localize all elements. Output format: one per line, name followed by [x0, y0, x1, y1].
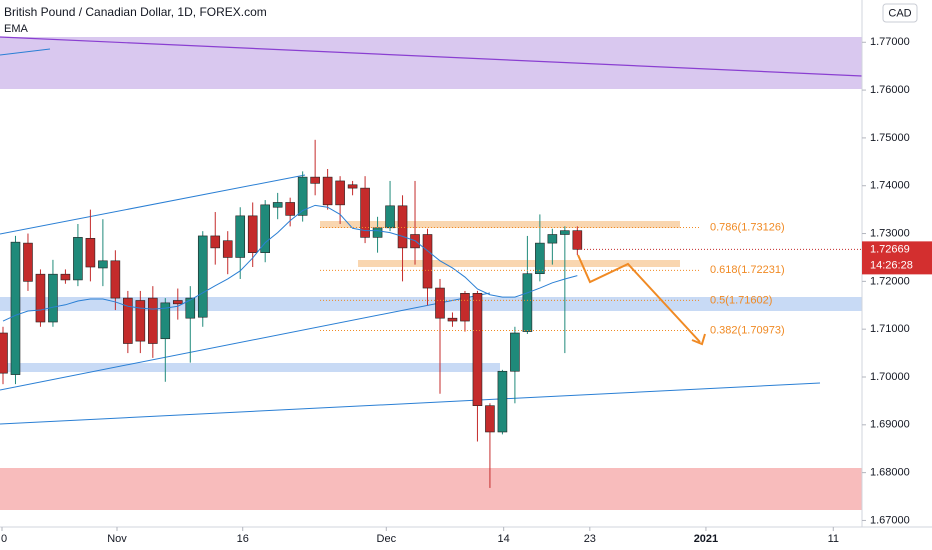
candle-body	[10, 241, 21, 375]
demand-zone	[0, 468, 862, 510]
candle-body	[485, 405, 495, 433]
candle-body	[98, 260, 108, 269]
y-tick-label: 1.77000	[870, 36, 910, 48]
candle-body	[560, 230, 570, 235]
candle-body	[547, 234, 558, 244]
candle-body	[247, 215, 258, 253]
y-tick-label: 1.70000	[870, 371, 910, 383]
candle-body	[535, 242, 545, 275]
y-tick-label: 1.67000	[870, 514, 910, 526]
candle-body	[310, 176, 320, 184]
candle-body	[335, 180, 345, 206]
arrow-head	[691, 333, 706, 346]
candle-body	[460, 293, 470, 322]
fib-label: 0.618(1.72231)	[710, 264, 785, 276]
candle-body	[123, 297, 133, 344]
candle-body	[148, 297, 158, 344]
x-tick-label: 16	[237, 533, 249, 545]
candle-body	[510, 332, 520, 372]
x-tick-label: 14	[498, 533, 510, 545]
projection-arrow	[577, 254, 701, 343]
candle-body	[210, 235, 221, 249]
candle-body	[372, 227, 383, 238]
fib-band	[358, 260, 680, 267]
y-tick-label: 1.76000	[870, 84, 910, 96]
candle-body	[23, 242, 33, 282]
y-tick-label: 1.73000	[870, 227, 910, 239]
y-tick-label: 1.74000	[870, 180, 910, 192]
candle-body	[297, 176, 308, 216]
trend-line	[0, 382, 821, 425]
candle-body	[85, 238, 96, 268]
fib-label: 0.786(1.73126)	[710, 221, 785, 233]
candle-body	[497, 370, 508, 433]
candle-body	[197, 235, 208, 318]
price-axis	[862, 0, 932, 550]
candle-body	[235, 215, 246, 258]
candle-body	[347, 184, 358, 189]
x-tick-label: 11	[828, 533, 839, 545]
candle-body	[285, 202, 295, 216]
candle-body	[360, 187, 370, 238]
candle-body	[60, 273, 71, 281]
x-tick-label: 23	[584, 533, 596, 545]
y-tick-label: 1.69000	[870, 419, 910, 431]
candle-body	[472, 293, 483, 406]
y-tick-label: 1.72000	[870, 275, 910, 287]
y-tick-label: 1.71000	[870, 323, 910, 335]
candle-body	[222, 240, 233, 258]
candle-body	[135, 300, 146, 342]
candle-body	[185, 297, 196, 319]
candle-body	[397, 205, 408, 249]
candle-body	[322, 176, 333, 206]
fib-band	[320, 221, 680, 228]
candle-body	[435, 287, 445, 319]
candle-body	[172, 300, 183, 305]
candle-body	[110, 260, 121, 299]
candle-body	[422, 234, 433, 289]
x-tick-label: 2021	[694, 533, 718, 545]
candle-body	[73, 237, 83, 281]
candle-body	[572, 230, 583, 250]
candle-body	[447, 317, 458, 322]
y-tick-label: 1.75000	[870, 132, 910, 144]
x-tick-label: 0	[1, 533, 7, 545]
support-zone	[0, 297, 862, 311]
candle-body	[48, 273, 58, 323]
legend-ema: EMA	[4, 23, 29, 35]
currency-button[interactable]	[882, 3, 918, 23]
resistance-zone	[0, 37, 862, 89]
trend-line	[0, 48, 51, 56]
support-zone	[0, 363, 500, 372]
candle-body	[272, 202, 283, 208]
candle-body	[0, 332, 8, 374]
chart-title: British Pound / Canadian Dollar, 1D, FOR…	[4, 5, 267, 19]
trend-line	[0, 292, 491, 391]
candle-body	[260, 204, 270, 253]
countdown: 14:26:28	[870, 259, 913, 271]
x-tick-label: Nov	[107, 533, 127, 545]
fib-label: 0.5(1.71602)	[710, 294, 772, 306]
last-price-tag	[862, 241, 932, 275]
candle-body	[35, 273, 46, 323]
x-tick-label: Dec	[377, 533, 397, 545]
y-tick-label: 1.68000	[870, 467, 910, 479]
trend-line	[0, 36, 863, 77]
fib-label: 0.382(1.70973)	[710, 324, 785, 336]
trend-line	[0, 174, 306, 235]
candle-body	[160, 302, 171, 340]
last-price: 1.72669	[870, 243, 910, 255]
candle-body	[522, 273, 533, 332]
candle-body	[385, 205, 395, 229]
currency[interactable]: CAD	[888, 7, 911, 19]
ema-line	[2, 204, 578, 322]
